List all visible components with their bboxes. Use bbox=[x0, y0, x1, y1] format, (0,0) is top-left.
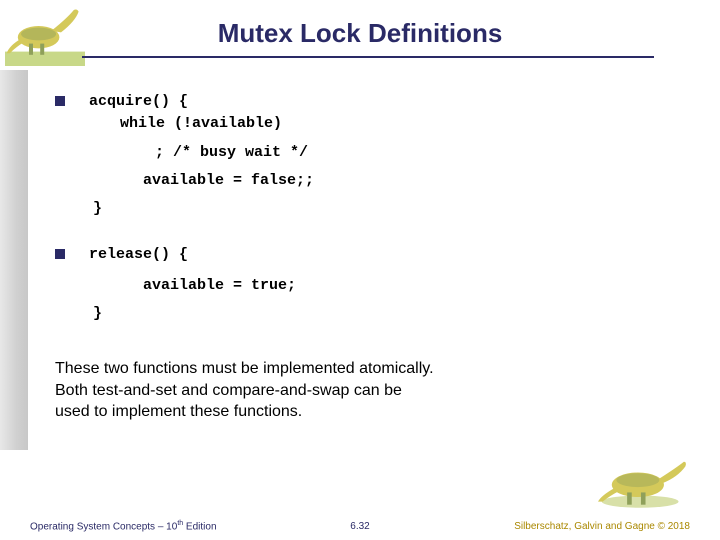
code-acquire-l1: acquire() { bbox=[89, 92, 188, 112]
square-bullet-icon bbox=[55, 249, 65, 259]
slide-title: Mutex Lock Definitions bbox=[0, 18, 720, 49]
code-release-l1: release() { bbox=[89, 245, 188, 265]
dinosaur-bottom-icon bbox=[598, 456, 690, 512]
code-acquire-l5: } bbox=[93, 199, 665, 219]
explanatory-note: These two functions must be implemented … bbox=[55, 358, 665, 423]
bullet-item-acquire: acquire() { bbox=[55, 92, 665, 112]
footer-authors: Silberschatz, Galvin and Gagne © 2018 bbox=[514, 521, 690, 532]
square-bullet-icon bbox=[55, 96, 65, 106]
code-release-l2: available = true; bbox=[143, 276, 665, 296]
slide-footer: Operating System Concepts – 10th Edition… bbox=[0, 514, 720, 532]
note-line3: used to implement these functions. bbox=[55, 403, 302, 420]
code-acquire-l3: ; /* busy wait */ bbox=[155, 143, 665, 163]
code-acquire-l2: while (!available) bbox=[93, 114, 665, 134]
slide-content: acquire() { while (!available) ; /* busy… bbox=[55, 92, 665, 423]
title-underline bbox=[82, 56, 654, 58]
bullet-item-release: release() { bbox=[55, 245, 665, 265]
note-line2: Both test-and-set and compare-and-swap c… bbox=[55, 382, 402, 399]
sidebar-stripe bbox=[0, 70, 28, 450]
note-line1: These two functions must be implemented … bbox=[55, 360, 434, 377]
code-release-l3: } bbox=[93, 304, 665, 324]
code-acquire-l4: available = false;; bbox=[143, 171, 665, 191]
